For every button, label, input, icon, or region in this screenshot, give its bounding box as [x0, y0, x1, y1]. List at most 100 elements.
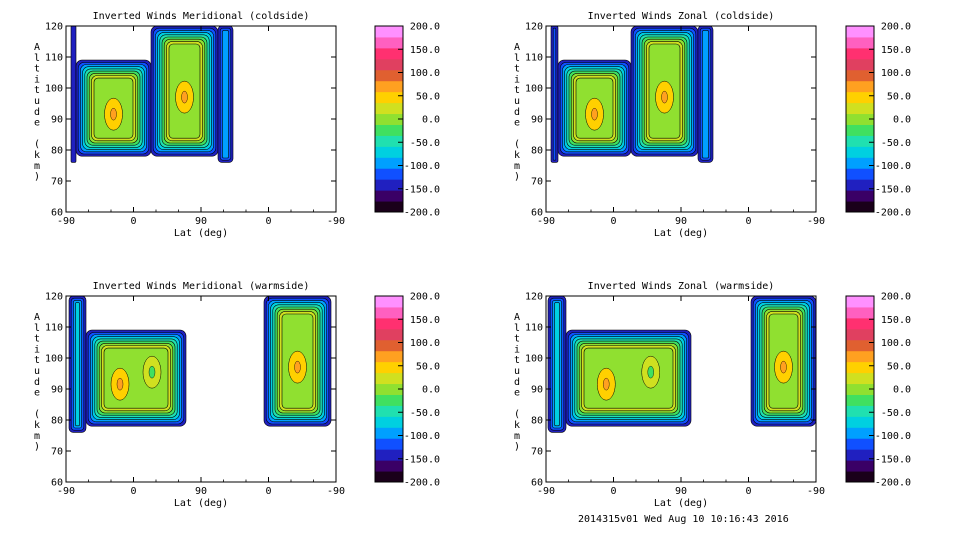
chart-panel-0: Inverted Winds Meridional (coldside) -90 0… [34, 11, 440, 239]
colorbar-tick-label: -150.0 [404, 184, 440, 195]
y-tick-label: 80 [531, 146, 543, 157]
y-tick-label: 90 [51, 115, 63, 126]
x-tick-label: 0 [265, 486, 271, 497]
y-tick-label: 80 [531, 416, 543, 427]
x-tick-label: -90 [807, 486, 825, 497]
colorbar-swatch [846, 47, 874, 60]
colorbar-swatch [846, 80, 874, 93]
colorbar-swatch [375, 91, 403, 104]
x-tick-label: 90 [195, 216, 207, 227]
contour-peak [780, 360, 787, 374]
contour-band [75, 302, 80, 427]
contour-band [552, 27, 557, 161]
chart-title: Inverted Winds Meridional (warmside) [93, 281, 310, 292]
x-axis-label: Lat (deg) [174, 228, 228, 239]
colorbar-swatch [846, 350, 874, 363]
colorbar-tick-label: 0.0 [893, 115, 911, 126]
colorbar-swatch [375, 306, 403, 319]
colorbar-swatch [375, 339, 403, 352]
colorbar-swatch [375, 394, 403, 406]
y-tick-label: 120 [525, 292, 543, 303]
colorbar-tick-label: -150.0 [875, 184, 911, 195]
colorbar-tick-label: 0.0 [422, 385, 440, 396]
colorbar-swatch [846, 146, 874, 158]
x-tick-label: -90 [327, 216, 345, 227]
colorbar-tick-label: -50.0 [881, 408, 911, 419]
colorbar-tick-label: 150.0 [410, 45, 440, 56]
colorbar-swatch [846, 190, 874, 202]
x-tick-label: -90 [57, 486, 75, 497]
colorbar-tick-label: 100.0 [410, 338, 440, 349]
colorbar-swatch [375, 471, 403, 483]
colorbar-tick-label: 50.0 [416, 91, 440, 102]
y-tick-label: 90 [531, 385, 543, 396]
x-tick-label: -90 [327, 486, 345, 497]
colorbar-tick-label: 100.0 [410, 68, 440, 79]
chart-panel-1: Inverted Winds Zonal (coldside) -90 0 90 0 -9… [514, 11, 911, 239]
colorbar-swatch [846, 113, 874, 125]
colorbar-swatch [375, 157, 403, 169]
y-tick-label: 120 [45, 22, 63, 33]
colorbar-tick-label: -50.0 [881, 138, 911, 149]
colorbar-swatch [846, 135, 874, 147]
y-tick-label: 60 [51, 478, 63, 489]
colorbar-tick-label: 150.0 [881, 45, 911, 56]
colorbar-swatch [375, 102, 403, 115]
colorbar-swatch [846, 361, 874, 374]
contour-peak [148, 365, 156, 379]
y-tick-label: 120 [525, 22, 543, 33]
contour-band [70, 26, 77, 163]
colorbar-swatch [846, 438, 874, 450]
colorbar-tick-label: -150.0 [404, 454, 440, 465]
colorbar-swatch [846, 394, 874, 406]
colorbar-swatch [375, 405, 403, 417]
colorbar-swatch [846, 69, 874, 82]
colorbar-swatch [375, 383, 403, 395]
colorbar-swatch [375, 361, 403, 374]
colorbar-swatch [375, 350, 403, 363]
contour-peak [591, 107, 598, 121]
colorbar-tick-label: -100.0 [404, 431, 440, 442]
colorbar-swatch [375, 296, 403, 308]
x-tick-label: -90 [537, 486, 555, 497]
x-tick-label: 90 [195, 486, 207, 497]
footer-timestamp: 2014315v01 Wed Aug 10 10:16:43 2016 [578, 514, 789, 525]
y-tick-label: 100 [45, 84, 63, 95]
x-tick-label: 0 [745, 216, 751, 227]
x-tick-label: 0 [265, 216, 271, 227]
colorbar-tick-label: -100.0 [875, 431, 911, 442]
colorbar-swatch [375, 317, 403, 330]
x-tick-label: 0 [745, 486, 751, 497]
y-tick-label: 110 [525, 323, 543, 334]
colorbar-tick-label: -200.0 [875, 208, 911, 219]
colorbar-tick-label: 50.0 [887, 361, 911, 372]
colorbar-swatch [846, 296, 874, 308]
y-tick-label: 110 [45, 53, 63, 64]
chart-title: Inverted Winds Meridional (coldside) [93, 11, 310, 22]
contour-band [554, 302, 560, 427]
colorbar-swatch [375, 449, 403, 461]
colorbar-swatch [846, 449, 874, 461]
colorbar-swatch [846, 201, 874, 213]
y-tick-label: 110 [525, 53, 543, 64]
x-tick-label: 0 [130, 486, 136, 497]
x-tick-label: 0 [610, 486, 616, 497]
colorbar-tick-label: -100.0 [875, 161, 911, 172]
colorbar-swatch [375, 201, 403, 213]
colorbar-swatch [846, 124, 874, 136]
colorbar-swatch [846, 179, 874, 191]
colorbar-swatch [375, 80, 403, 93]
colorbar-swatch [846, 416, 874, 428]
colorbar-tick-label: -150.0 [875, 454, 911, 465]
colorbar-swatch [375, 47, 403, 60]
chart-panel-3: Inverted Winds Zonal (warmside) -90 0 90 0 -9… [514, 281, 911, 509]
x-tick-label: -90 [57, 216, 75, 227]
colorbar-swatch [846, 91, 874, 104]
colorbar-tick-label: 200.0 [410, 22, 440, 33]
colorbar-swatch [846, 26, 874, 38]
y-tick-label: 70 [51, 177, 63, 188]
contour-peak [647, 365, 654, 379]
colorbar-tick-label: -200.0 [875, 478, 911, 489]
